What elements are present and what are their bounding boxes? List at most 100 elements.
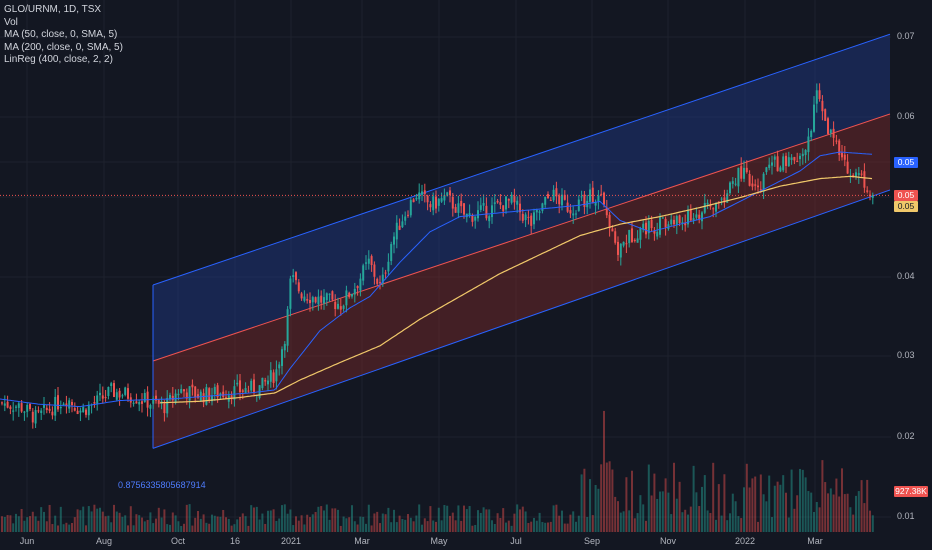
- candle-body: [457, 203, 460, 213]
- volume-bar: [614, 496, 617, 532]
- volume-bar: [703, 475, 706, 532]
- volume-bar: [633, 518, 636, 532]
- candle-body: [351, 293, 353, 297]
- legend-ma200[interactable]: MA (200, close, 0, SMA, 5): [4, 41, 123, 53]
- volume-bar: [101, 511, 104, 532]
- price-axis[interactable]: 0.070.060.050.050.040.030.020.01: [891, 0, 932, 532]
- candle-body: [51, 411, 54, 416]
- candle-body: [121, 395, 124, 397]
- candle-body: [48, 408, 51, 411]
- candle-body: [757, 185, 759, 188]
- candle-body: [594, 201, 597, 206]
- volume-bar: [771, 517, 773, 532]
- candle-body: [393, 236, 395, 245]
- volume-bars: [1, 410, 874, 532]
- volume-bar: [353, 521, 356, 532]
- volume-bar: [527, 523, 530, 532]
- volume-bar: [846, 493, 849, 532]
- volume-bar: [869, 510, 871, 532]
- volume-bar: [99, 507, 101, 532]
- candle-body: [233, 386, 236, 400]
- candle-body: [575, 213, 577, 215]
- volume-bar: [687, 514, 689, 532]
- candle-body: [62, 403, 65, 405]
- volume-bar: [26, 517, 29, 532]
- volume-bar: [723, 474, 726, 532]
- legend-vol[interactable]: Vol: [4, 16, 18, 28]
- x-tick-label: 16: [229, 536, 241, 546]
- candle-body: [701, 212, 703, 222]
- legend-symbol[interactable]: GLO/URNM, 1D, TSX: [4, 4, 102, 15]
- volume-bar: [510, 525, 513, 532]
- candle-body: [804, 150, 807, 156]
- candle-body: [589, 189, 591, 202]
- volume-bar: [818, 507, 821, 532]
- candle-body: [558, 195, 561, 205]
- candle-body: [202, 393, 205, 403]
- candle-body: [96, 395, 99, 405]
- volume-bar: [566, 523, 569, 532]
- candle-body: [527, 216, 530, 218]
- legend-linreg[interactable]: LinReg (400, close, 2, 2): [4, 54, 113, 65]
- volume-bar: [345, 518, 348, 532]
- candle-body: [583, 194, 586, 207]
- candle-body: [185, 392, 188, 399]
- volume-bar: [768, 475, 771, 532]
- volume-bar: [460, 520, 463, 532]
- candle-body: [415, 197, 418, 200]
- chart-legend: GLO/URNM, 1D, TSX Vol MA (50, close, 0, …: [4, 4, 123, 67]
- volume-bar: [359, 516, 362, 532]
- volume-bar: [810, 492, 813, 532]
- volume-bar: [776, 481, 779, 532]
- candle-body: [625, 243, 628, 245]
- candle-body: [779, 167, 782, 172]
- volume-bar: [113, 504, 115, 532]
- volume-bar: [118, 512, 121, 532]
- candle-body: [278, 364, 281, 369]
- volume-bar: [309, 517, 311, 532]
- candle-body: [785, 155, 787, 166]
- x-tick-label: 2022: [734, 536, 756, 546]
- candle-body: [608, 214, 611, 229]
- volume-bar: [740, 518, 743, 532]
- candle-body: [619, 243, 622, 258]
- candle-body: [208, 388, 211, 401]
- candle-body: [538, 211, 541, 213]
- volume-bar: [650, 495, 653, 532]
- x-tick-label: Sep: [583, 536, 601, 546]
- volume-bar: [491, 520, 493, 532]
- candle-body: [827, 118, 829, 134]
- candle-body: [34, 410, 37, 424]
- candle-body: [244, 388, 247, 393]
- volume-bar: [174, 515, 177, 532]
- x-tick-label: Nov: [659, 536, 677, 546]
- linreg-lower-band: [153, 114, 890, 449]
- candle-body: [219, 393, 222, 396]
- volume-bar: [317, 506, 320, 532]
- x-tick-label: Mar: [807, 536, 823, 546]
- volume-bar: [519, 509, 521, 532]
- volume-bar: [743, 487, 745, 532]
- volume-bar: [757, 521, 759, 532]
- volume-bar: [278, 518, 281, 532]
- volume-bar: [821, 460, 824, 532]
- candle-body: [429, 204, 432, 208]
- candle-body: [678, 215, 681, 223]
- volume-bar: [183, 523, 185, 532]
- candle-body: [670, 219, 673, 225]
- candle-body: [471, 214, 474, 222]
- candle-body: [43, 404, 45, 408]
- correlation-label: 0.8756335805687914: [118, 480, 206, 490]
- volume-bar: [572, 511, 575, 532]
- candle-body: [323, 297, 325, 304]
- volume-bar: [465, 509, 468, 532]
- candle-body: [675, 216, 678, 226]
- volume-bar: [295, 516, 297, 532]
- volume-bar: [185, 504, 188, 532]
- volume-bar: [645, 520, 647, 532]
- volume-bar: [479, 512, 482, 532]
- volume-bar: [253, 507, 255, 532]
- legend-ma50[interactable]: MA (50, close, 0, SMA, 5): [4, 29, 118, 40]
- candle-body: [286, 309, 289, 346]
